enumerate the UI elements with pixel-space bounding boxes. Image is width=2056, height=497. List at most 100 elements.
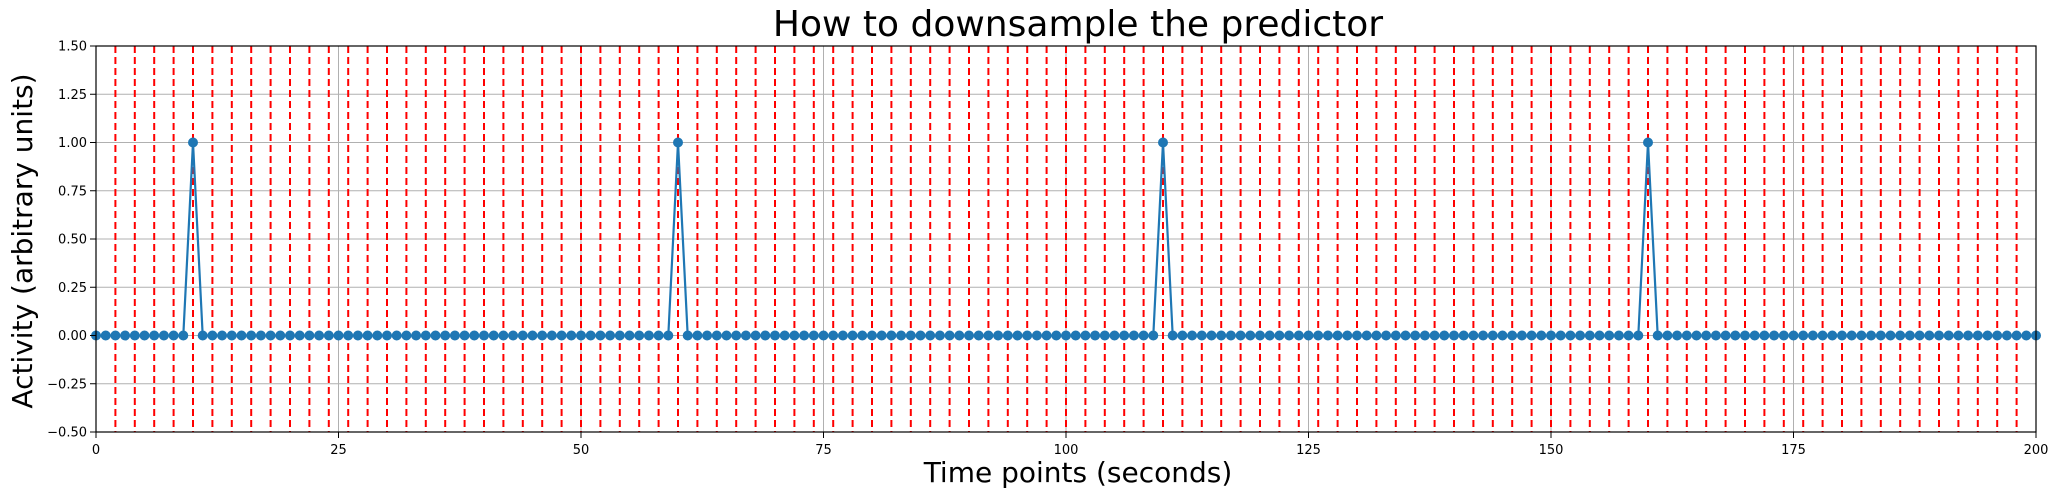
data-point (1759, 330, 1770, 341)
data-point (1982, 330, 1993, 341)
data-point (411, 330, 422, 341)
data-point (1390, 330, 1401, 341)
data-point (449, 330, 460, 341)
data-point (595, 330, 606, 341)
data-point (614, 330, 625, 341)
data-point (1381, 330, 1392, 341)
data-point (1187, 330, 1198, 341)
data-point (488, 330, 499, 341)
data-point (1846, 330, 1857, 341)
data-point (1216, 330, 1227, 341)
data-point (1652, 330, 1663, 341)
y-tick-label: −0.25 (47, 377, 87, 392)
series (91, 137, 2041, 341)
y-tick-label: 0.00 (58, 329, 87, 344)
data-point (770, 330, 780, 341)
data-point (1817, 330, 1828, 341)
data-point (546, 330, 557, 341)
data-point (643, 330, 654, 341)
data-point (799, 330, 810, 341)
chart-title: How to downsample the predictor (773, 4, 1383, 45)
data-point (993, 330, 1004, 341)
data-point (1158, 137, 1168, 148)
data-point (1778, 330, 1789, 341)
data-point (556, 330, 567, 341)
data-point (1138, 330, 1149, 341)
y-tick-label: 1.50 (58, 40, 87, 55)
data-point (323, 330, 334, 341)
x-tick-label: 200 (2024, 443, 2049, 458)
data-point (896, 330, 907, 341)
data-point (1972, 330, 1983, 341)
data-point (401, 330, 412, 341)
data-point (1313, 330, 1324, 341)
data-point (1439, 330, 1450, 341)
data-point (1788, 330, 1799, 341)
y-tick-label: 0.25 (58, 281, 87, 296)
data-point (1429, 330, 1440, 341)
data-point (139, 330, 150, 341)
data-point (663, 330, 674, 341)
y-axis-ticks: −0.50 −0.25 0.00 0.25 0.50 0.75 1.00 1.25 1.50 (47, 40, 96, 441)
data-point (1206, 330, 1217, 341)
data-point (1633, 330, 1644, 341)
data-point (420, 330, 431, 341)
data-point (857, 330, 868, 341)
data-point (207, 330, 218, 341)
data-point (314, 330, 325, 341)
data-point (197, 330, 208, 341)
data-point (828, 330, 839, 341)
data-point (585, 330, 596, 341)
data-point (1992, 330, 2003, 341)
data-point (1080, 330, 1091, 341)
data-point (1827, 330, 1838, 341)
data-point (760, 330, 771, 341)
data-point (1914, 330, 1925, 341)
data-point (217, 330, 228, 341)
y-tick-label: 1.25 (58, 88, 87, 103)
x-tick-label: 100 (1054, 443, 1079, 458)
data-point (1963, 330, 1974, 341)
data-point (1002, 330, 1013, 341)
data-point (692, 330, 703, 341)
data-point (1497, 330, 1508, 341)
data-point (1730, 330, 1741, 341)
data-point (1419, 330, 1430, 341)
data-point (226, 330, 237, 341)
data-point (1031, 330, 1042, 341)
data-point (2011, 330, 2022, 341)
data-point (508, 330, 519, 341)
data-point (1099, 330, 1110, 341)
data-point (1177, 330, 1188, 341)
y-axis-label: Activity (arbitrary units) (6, 73, 39, 408)
data-point (188, 137, 198, 148)
data-point (711, 330, 722, 341)
data-point (886, 330, 897, 341)
data-point (517, 330, 528, 341)
data-point (624, 330, 635, 341)
data-point (333, 330, 344, 341)
data-point (1128, 330, 1139, 341)
data-point (294, 330, 305, 341)
data-point (1749, 330, 1760, 341)
x-tick-label: 125 (1296, 443, 1321, 458)
data-point (275, 330, 286, 341)
data-point (168, 330, 179, 341)
x-tick-label: 175 (1781, 443, 1806, 458)
data-point (1526, 330, 1537, 341)
data-point (1672, 330, 1683, 341)
data-point (1342, 330, 1353, 341)
data-point (382, 330, 392, 341)
data-point (1148, 330, 1159, 341)
y-tick-label: 0.50 (58, 233, 87, 248)
data-point (1109, 330, 1120, 341)
downsample-lines (114, 46, 2018, 432)
data-point (391, 330, 402, 341)
data-point (1371, 330, 1382, 341)
data-point (537, 330, 548, 341)
data-point (964, 330, 974, 341)
data-point (440, 330, 451, 341)
data-point (1701, 330, 1712, 341)
data-point (605, 330, 616, 341)
